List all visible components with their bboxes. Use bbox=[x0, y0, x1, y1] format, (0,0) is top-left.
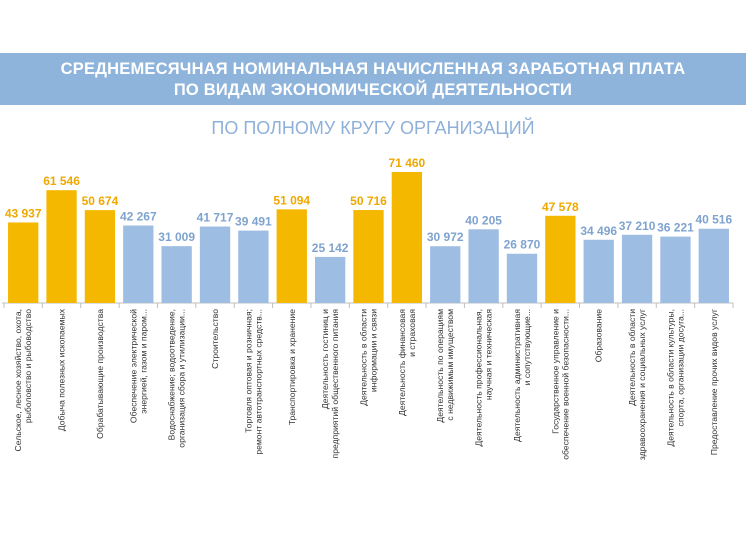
category-label-line: Деятельность гостиниц и bbox=[320, 309, 330, 409]
category-label-line: Добыча полезных ископаемых bbox=[57, 308, 67, 431]
bar bbox=[621, 234, 653, 303]
category-label-line: Сельское, лесное хозяйство, охота, bbox=[13, 309, 23, 451]
bar bbox=[161, 246, 192, 303]
bar-value-label: 39 491 bbox=[235, 215, 272, 229]
category-label-line: Торговля оптовая и розничная; bbox=[243, 309, 253, 433]
category-label: Водоснабжение; водоотведение, организация… bbox=[167, 309, 187, 448]
category-label-line: Водоснабжение; водоотведение, bbox=[167, 309, 177, 440]
category-label-line: обеспечение военной безопасности... bbox=[560, 309, 570, 460]
bar bbox=[468, 229, 499, 303]
category-label: Образование bbox=[594, 309, 604, 362]
category-label-line: Строительство bbox=[210, 309, 220, 369]
bar bbox=[276, 209, 307, 303]
category-label-line: Деятельность в области культуры, bbox=[665, 309, 675, 447]
category-label: Деятельность в области здравоохранения и … bbox=[627, 309, 647, 460]
category-label-line: Деятельность административная bbox=[512, 309, 522, 442]
category-label: Деятельность в области культуры, спорта, … bbox=[665, 309, 685, 447]
category-label: Торговля оптовая и розничная; ремонт авто… bbox=[243, 309, 263, 455]
category-label: Деятельность гостиниц и предприятий общес… bbox=[320, 309, 340, 459]
bar bbox=[391, 172, 423, 303]
bar bbox=[8, 222, 39, 303]
bar-value-label: 41 717 bbox=[197, 211, 234, 225]
category-label: Строительство bbox=[210, 309, 220, 369]
bar-value-label: 51 094 bbox=[273, 193, 310, 207]
bar bbox=[46, 190, 77, 303]
category-label-line: Транспортировка и хранение bbox=[287, 309, 297, 425]
category-label-line: энергией, газом и паром... bbox=[138, 309, 148, 414]
category-label-line: Обрабатывающие производства bbox=[95, 309, 105, 439]
chart-title-line-2: ПО ВИДАМ ЭКОНОМИЧЕСКОЙ ДЕЯТЕЛЬНОСТИ bbox=[173, 81, 573, 99]
category-label-line: и страховая bbox=[407, 309, 417, 357]
bar-value-label: 40 205 bbox=[465, 213, 502, 227]
bar-value-label: 34 496 bbox=[580, 224, 617, 238]
bar-value-label: 36 221 bbox=[657, 221, 694, 235]
category-label: Обрабатывающие производства bbox=[95, 309, 105, 439]
category-label-line: научная и техническая bbox=[484, 309, 494, 401]
bar bbox=[199, 226, 231, 303]
bar bbox=[238, 230, 269, 303]
chart-title-line-1: СРЕДНЕМЕСЯЧНАЯ НОМИНАЛЬНАЯ НАЧИСЛЕННАЯ З… bbox=[60, 60, 686, 78]
bar-value-label: 30 972 bbox=[427, 230, 464, 244]
bar-value-label: 61 546 bbox=[43, 174, 80, 188]
category-label: Транспортировка и хранение bbox=[287, 309, 297, 425]
category-label-line: предприятий общественного питания bbox=[330, 309, 340, 459]
bar bbox=[430, 246, 461, 303]
category-label-line: Образование bbox=[594, 309, 604, 362]
category-label: Государственное управление и обеспечение … bbox=[550, 309, 570, 460]
category-label: Предоставление прочих видов услуг bbox=[709, 309, 719, 455]
bar-value-label: 71 460 bbox=[389, 156, 426, 170]
category-label-line: Обеспечение электрической bbox=[128, 309, 138, 423]
category-label: Деятельность административная и сопутству… bbox=[512, 309, 532, 442]
bar bbox=[660, 236, 691, 303]
bar-value-label: 42 267 bbox=[120, 210, 157, 224]
bar bbox=[84, 210, 116, 303]
category-label: Обеспечение электрической энергией, газом… bbox=[128, 309, 148, 423]
category-label-line: ремонт автотранспортных средств... bbox=[253, 309, 263, 455]
category-label: Деятельность в области информации и связи bbox=[359, 309, 379, 406]
bar bbox=[698, 228, 729, 303]
category-label-line: Деятельность в области bbox=[359, 309, 369, 406]
category-label: Сельское, лесное хозяйство, охота, рыболо… bbox=[13, 309, 33, 452]
bar-value-label: 50 716 bbox=[350, 194, 387, 208]
category-label-line: информации и связи bbox=[369, 309, 379, 392]
category-label: Деятельность финансовая и страховая bbox=[397, 309, 417, 416]
category-label-line: рыболовство и рыбоводство bbox=[23, 309, 33, 423]
category-label-line: Деятельность в области bbox=[627, 309, 637, 406]
bar-value-label: 47 578 bbox=[542, 200, 579, 214]
bar-value-label: 50 674 bbox=[82, 194, 119, 208]
bar bbox=[314, 256, 346, 303]
category-label: Деятельность профессиональная, научная и … bbox=[474, 309, 494, 447]
category-label-line: Деятельность финансовая bbox=[397, 309, 407, 416]
bar-value-label: 25 142 bbox=[312, 241, 349, 255]
category-label-line: Деятельность по операциям bbox=[435, 309, 445, 423]
bar bbox=[506, 253, 538, 303]
title-banner: СРЕДНЕМЕСЯЧНАЯ НОМИНАЛЬНАЯ НАЧИСЛЕННАЯ З… bbox=[0, 53, 746, 105]
category-label-line: спорта, организации досуга... bbox=[675, 309, 685, 426]
category-label: Добыча полезных ископаемых bbox=[57, 308, 67, 431]
category-label-line: и сопутствующие... bbox=[522, 309, 532, 385]
bar-value-label: 26 870 bbox=[504, 238, 541, 252]
bar-value-label: 40 516 bbox=[695, 213, 732, 227]
category-label-line: Предоставление прочих видов услуг bbox=[709, 309, 719, 455]
bar-value-label: 31 009 bbox=[158, 230, 195, 244]
category-label-line: Деятельность профессиональная, bbox=[474, 309, 484, 447]
bar bbox=[353, 210, 384, 303]
bar-value-label: 43 937 bbox=[5, 206, 42, 220]
bar bbox=[583, 239, 614, 303]
category-label-line: здравоохранения и социальных услуг bbox=[637, 309, 647, 460]
category-label-line: организация сбора и утилизации... bbox=[177, 309, 187, 448]
bar-value-label: 37 210 bbox=[619, 219, 656, 233]
bar bbox=[545, 215, 576, 303]
bar bbox=[123, 225, 154, 303]
chart-subtitle: ПО ПОЛНОМУ КРУГУ ОРГАНИЗАЦИЙ bbox=[211, 118, 535, 138]
category-label: Деятельность по операциям с недвижимым им… bbox=[435, 309, 455, 423]
category-label-line: Государственное управление и bbox=[550, 309, 560, 434]
category-label-line: с недвижимым имуществом bbox=[445, 309, 455, 421]
